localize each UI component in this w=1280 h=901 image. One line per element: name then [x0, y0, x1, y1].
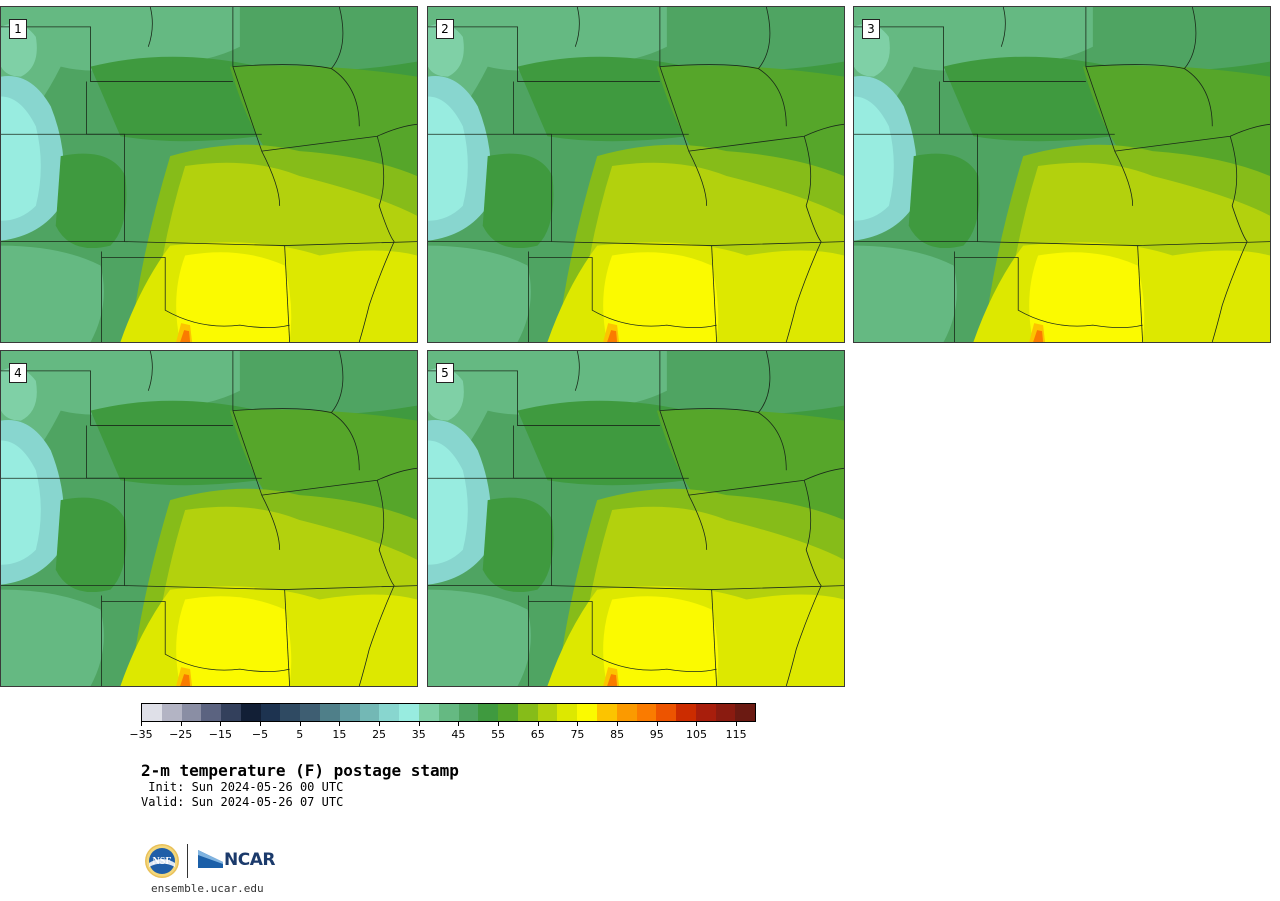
colorbar-tick — [339, 722, 341, 726]
colorbar-tick — [656, 722, 658, 726]
colorbar-swatch — [616, 704, 637, 721]
colorbar-swatch — [181, 704, 202, 721]
colorbar-tick-label: −35 — [129, 728, 153, 741]
colorbar-tick — [498, 722, 500, 726]
ncar-logo-text: NCAR — [224, 850, 275, 870]
postage-stamp-panel-1: 1 — [0, 6, 418, 343]
colorbar-swatch — [240, 704, 261, 721]
colorbar-tick-label: 115 — [725, 728, 747, 741]
colorbar-tick-label: −25 — [169, 728, 193, 741]
colorbar-swatch — [438, 704, 459, 721]
panel-number-label: 1 — [9, 19, 27, 39]
colorbar-tick-label: 85 — [610, 728, 625, 741]
colorbar-swatch — [695, 704, 716, 721]
colorbar-tick — [180, 722, 182, 726]
colorbar-tick-label: 55 — [491, 728, 506, 741]
panel-number-label: 2 — [436, 19, 454, 39]
colorbar-swatch — [676, 704, 696, 721]
temperature-map — [1, 351, 417, 686]
logo-divider — [187, 844, 188, 878]
colorbar-tick-label: 35 — [411, 728, 426, 741]
temperature-colorbar — [141, 703, 756, 722]
valid-time: Valid: Sun 2024-05-26 07 UTC — [141, 795, 344, 809]
colorbar-swatch — [498, 704, 518, 721]
postage-stamp-panel-4: 4 — [0, 350, 418, 687]
colorbar-swatch — [517, 704, 538, 721]
temperature-map — [1, 7, 417, 342]
site-url: ensemble.ucar.edu — [151, 882, 264, 895]
colorbar-tick — [577, 722, 579, 726]
colorbar-swatch — [478, 704, 499, 721]
colorbar-swatch — [221, 704, 241, 721]
colorbar-swatch — [359, 704, 380, 721]
colorbar-swatch — [300, 704, 321, 721]
colorbar-swatch — [656, 704, 677, 721]
postage-stamp-panel-2: 2 — [427, 6, 845, 343]
colorbar-swatch — [280, 704, 301, 721]
colorbar-tick-label: 65 — [530, 728, 545, 741]
colorbar-swatch — [715, 704, 736, 721]
colorbar-tick — [141, 722, 142, 726]
colorbar-swatch — [418, 704, 439, 721]
temperature-map — [428, 351, 844, 686]
colorbar-tick — [696, 722, 698, 726]
colorbar-swatch — [557, 704, 578, 721]
colorbar-swatch — [142, 704, 162, 721]
colorbar-swatch — [260, 704, 281, 721]
colorbar-ticks: −35 −25 −15 −5 5 15 25 35 45 55 65 75 85 95 105 115 — [129, 722, 756, 744]
panel-number-label: 3 — [862, 19, 880, 39]
panel-number-label: 5 — [436, 363, 454, 383]
colorbar-swatch — [379, 704, 400, 721]
colorbar-tick — [458, 722, 460, 726]
init-time: Init: Sun 2024-05-26 00 UTC — [141, 780, 344, 794]
colorbar-tick-label: 5 — [296, 728, 304, 741]
colorbar-tick — [617, 722, 619, 726]
colorbar-tick — [260, 722, 262, 726]
colorbar-swatch — [320, 704, 340, 721]
colorbar-swatch — [458, 704, 479, 721]
colorbar-tick-label: −5 — [251, 728, 269, 741]
colorbar-swatch — [577, 704, 597, 721]
colorbar-swatch — [636, 704, 657, 721]
colorbar-swatch — [537, 704, 558, 721]
svg-text:NSF: NSF — [153, 856, 172, 867]
colorbar-tick — [379, 722, 381, 726]
colorbar-tick-label: 25 — [372, 728, 387, 741]
colorbar-tick — [418, 722, 420, 726]
colorbar-tick-label: 95 — [649, 728, 664, 741]
ncar-logo-icon — [198, 850, 223, 868]
colorbar-tick — [220, 722, 222, 726]
colorbar-swatch — [735, 704, 756, 721]
panel-number-label: 4 — [9, 363, 27, 383]
colorbar-swatch — [596, 704, 617, 721]
colorbar-swatch — [161, 704, 182, 721]
colorbar-tick-label: 75 — [570, 728, 585, 741]
plot-title: 2-m temperature (F) postage stamp — [141, 761, 459, 780]
colorbar-tick-label: 15 — [332, 728, 347, 741]
temperature-map — [428, 7, 844, 342]
postage-stamp-panel-5: 5 — [427, 350, 845, 687]
colorbar-tick-label: −15 — [208, 728, 232, 741]
colorbar-tick — [537, 722, 539, 726]
postage-stamp-panel-3: 3 — [853, 6, 1271, 343]
colorbar-swatch — [201, 704, 222, 721]
colorbar-tick — [736, 722, 738, 726]
colorbar-swatch — [339, 704, 360, 721]
colorbar-tick — [299, 722, 301, 726]
nsf-logo-icon: NSF — [145, 844, 179, 878]
colorbar-tick-label: 45 — [451, 728, 466, 741]
temperature-map — [854, 7, 1270, 342]
colorbar-swatch — [399, 704, 419, 721]
colorbar-tick-label: 105 — [685, 728, 707, 741]
